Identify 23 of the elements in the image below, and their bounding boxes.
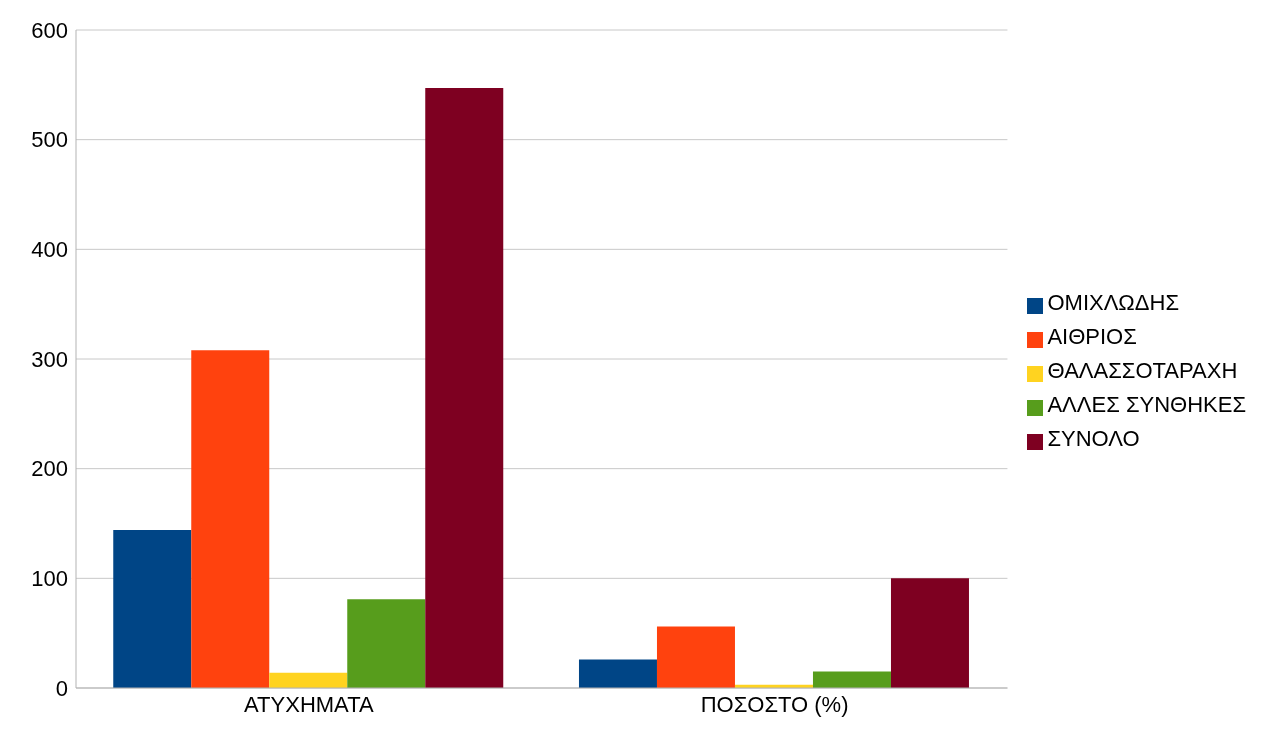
- bar: [425, 88, 504, 688]
- y-tick-label: 300: [31, 346, 68, 372]
- legend-label: ΘΑΛΑΣΣΟΤΑΡΑΧΗ: [1047, 358, 1238, 383]
- bar: [812, 671, 891, 688]
- bar: [578, 659, 657, 688]
- bar: [191, 350, 270, 688]
- legend-label: ΣΥΝΟΛΟ: [1047, 426, 1140, 451]
- legend-label: ΑΙΘΡΙΟΣ: [1047, 324, 1137, 349]
- y-tick-label: 400: [31, 237, 68, 263]
- bar: [656, 626, 735, 688]
- bar: [113, 530, 192, 688]
- y-tick-label: 100: [31, 566, 68, 592]
- y-tick-label: 600: [31, 17, 68, 43]
- y-tick-label: 500: [31, 127, 68, 153]
- bar: [269, 672, 348, 688]
- bar: [890, 578, 969, 688]
- y-tick-label: 0: [55, 675, 68, 701]
- legend-label: ΟΜΙΧΛΩΔΗΣ: [1047, 290, 1179, 315]
- x-tick-label: ΠΟΣΟΣΤΟ (%): [700, 691, 849, 717]
- bar: [347, 599, 426, 688]
- y-tick-label: 200: [31, 456, 68, 482]
- legend-label: ΑΛΛΕΣ ΣΥΝΘΗΚΕΣ: [1047, 392, 1246, 417]
- x-tick-label: ΑΤΥΧΗΜΑΤΑ: [244, 691, 374, 717]
